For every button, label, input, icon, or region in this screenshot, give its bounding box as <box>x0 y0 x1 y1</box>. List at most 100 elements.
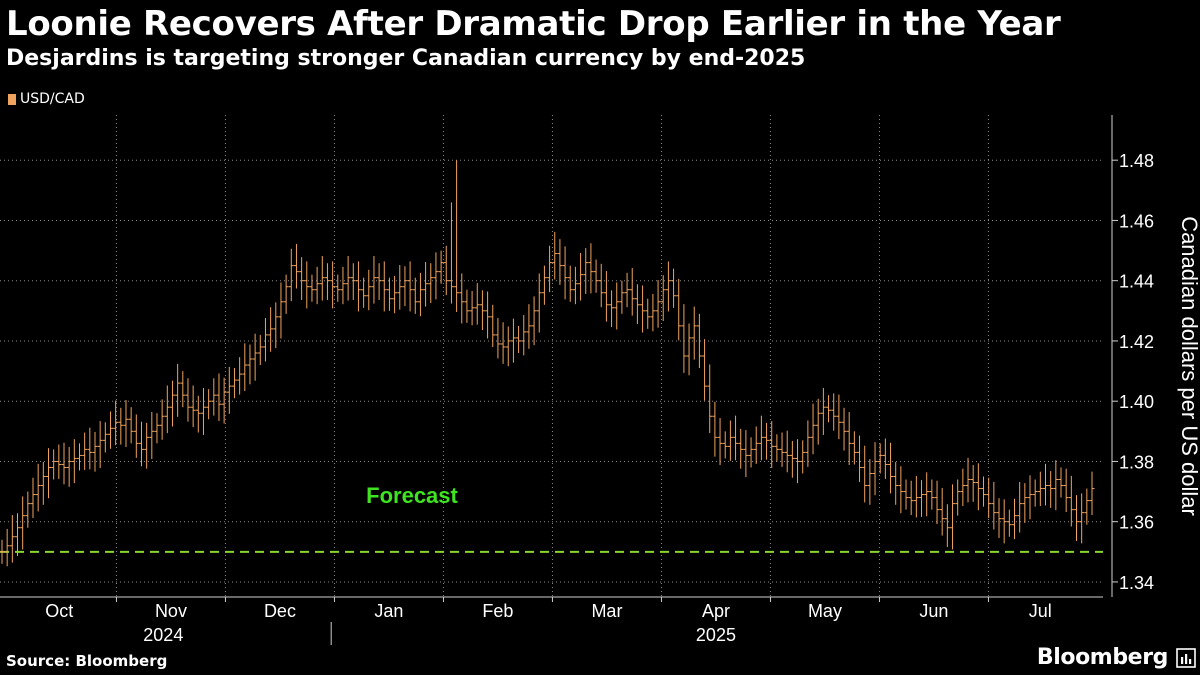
ohlc-bar <box>423 262 429 307</box>
ohlc-bar <box>826 395 832 423</box>
ohlc-bar <box>1017 481 1023 533</box>
ohlc-bar <box>929 479 935 510</box>
ohlc-bar <box>950 484 956 550</box>
ohlc-bar <box>779 432 785 467</box>
ohlc-bar <box>330 261 336 309</box>
ohlc-bar <box>268 307 274 352</box>
ohlc-bar <box>309 274 315 302</box>
ohlc-bar <box>795 439 801 484</box>
ohlc-bar <box>991 481 997 530</box>
ohlc-bar <box>629 268 635 316</box>
ohlc-bar <box>960 468 966 507</box>
ohlc-bar <box>1048 471 1054 508</box>
ohlc-bar <box>474 283 480 325</box>
ohlc-bar <box>970 465 976 502</box>
ohlc-bar <box>634 284 640 325</box>
x-tick-label: Apr <box>702 601 730 621</box>
ohlc-bar <box>443 245 449 296</box>
source-note: Source: Bloomberg <box>6 652 168 670</box>
legend-label: USD/CAD <box>20 91 85 107</box>
ohlc-bar <box>733 415 739 461</box>
y-tick-label: 1.42 <box>1119 332 1154 352</box>
legend-swatch <box>8 93 16 105</box>
ohlc-bar <box>924 472 930 517</box>
ohlc-bar <box>402 266 408 306</box>
ohlc-bar <box>211 378 217 416</box>
ohlc-bar <box>1068 475 1074 527</box>
ohlc-bar <box>810 403 816 455</box>
y-axis-title: Canadian dollars per US dollar <box>1177 216 1200 516</box>
ohlc-bar <box>448 202 454 304</box>
ohlc-bar <box>722 431 728 459</box>
ohlc-bar <box>820 387 826 435</box>
ohlc-bar <box>800 440 806 474</box>
ohlc-bar <box>888 442 894 494</box>
ohlc-bar <box>640 285 646 333</box>
ohlc-bar <box>624 272 630 308</box>
ohlc-bar <box>743 430 749 478</box>
ohlc-bar <box>361 277 367 308</box>
ohlc-bar <box>293 243 299 289</box>
ohlc-bar <box>51 449 57 480</box>
ohlc-bar <box>505 326 511 367</box>
ohlc-bar <box>314 266 320 305</box>
x-tick-label: Dec <box>264 601 296 621</box>
ohlc-bar <box>113 400 119 446</box>
ohlc-bar <box>1037 471 1043 507</box>
ohlc-bar <box>9 515 15 563</box>
ohlc-bar <box>407 261 413 312</box>
ohlc-bar <box>1089 471 1095 516</box>
ohlc-bar <box>908 480 914 516</box>
ohlc-bar <box>645 298 651 329</box>
ohlc-bar <box>877 443 883 474</box>
ohlc-bar <box>975 463 981 511</box>
ohlc-bar <box>495 318 501 359</box>
ohlc-bar <box>324 263 330 300</box>
ohlc-bar <box>56 444 62 479</box>
ohlc-bar <box>262 318 268 362</box>
ohlc-bar <box>185 378 191 422</box>
year-label: 2025 <box>696 625 736 645</box>
ohlc-bar <box>1079 493 1085 544</box>
ohlc-bar <box>0 539 5 564</box>
ohlc-bar <box>102 422 108 453</box>
ohlc-bar <box>1012 498 1018 540</box>
ohlc-bar <box>304 261 310 309</box>
ohlc-bar <box>593 259 599 293</box>
ohlc-bar <box>464 289 470 323</box>
ohlc-bar <box>195 395 201 433</box>
ohlc-bar <box>1027 475 1033 520</box>
ohlc-bar <box>650 293 656 332</box>
ohlc-bar <box>159 399 165 440</box>
x-tick-label: Nov <box>155 601 187 621</box>
ohlc-bar <box>872 442 878 496</box>
ohlc-bar <box>867 459 873 505</box>
ohlc-bar <box>278 282 284 339</box>
ohlc-bar <box>20 496 26 550</box>
ohlc-bar <box>257 334 263 366</box>
ohlc-bar <box>30 477 36 519</box>
ohlc-bar <box>82 432 88 470</box>
ohlc-bar <box>371 255 377 304</box>
ohlc-bar <box>479 290 485 331</box>
ohlc-bar <box>986 477 992 519</box>
ohlc-bar <box>774 434 780 462</box>
ohlc-bar <box>753 426 759 464</box>
ohlc-bar <box>216 373 222 422</box>
ohlc-bar <box>97 421 103 469</box>
ohlc-bar <box>231 368 237 399</box>
ohlc-bar <box>283 274 289 314</box>
ohlc-bar <box>882 438 888 479</box>
ohlc-bar <box>454 160 460 313</box>
ohlc-bar <box>433 252 439 300</box>
x-tick-label: Oct <box>45 601 73 621</box>
ohlc-bar <box>154 413 160 444</box>
ohlc-bar <box>376 263 382 300</box>
ohlc-bar <box>676 278 682 341</box>
ohlc-bar <box>934 480 940 525</box>
ohlc-bar <box>350 263 356 300</box>
ohlc-bar <box>939 487 945 536</box>
ohlc-bar <box>857 435 863 482</box>
ohlc-bar <box>598 263 604 308</box>
y-tick-label: 1.34 <box>1119 573 1154 593</box>
